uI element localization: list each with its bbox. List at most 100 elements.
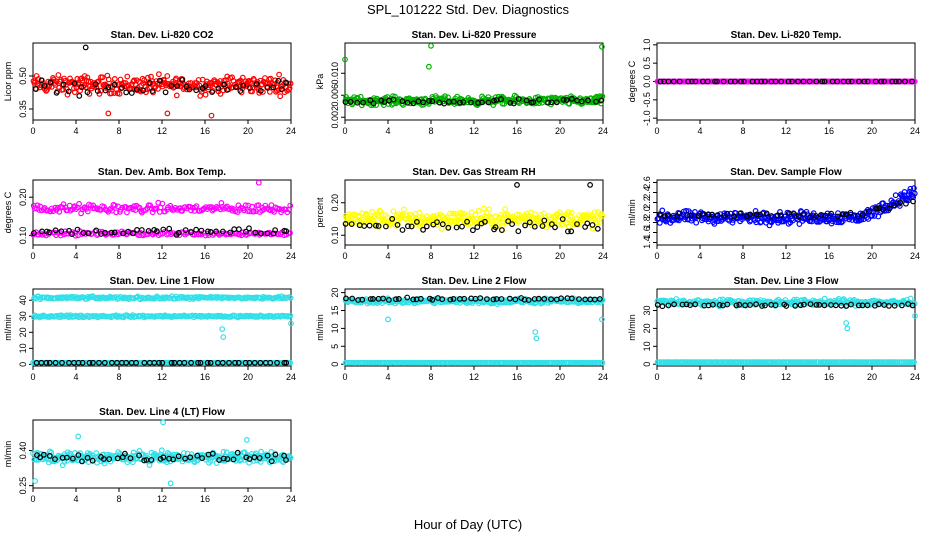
data-point (541, 296, 548, 302)
data-point (52, 81, 59, 88)
data-point (776, 359, 783, 366)
data-point (283, 359, 290, 366)
data-point (724, 301, 731, 308)
y-tick-label: 2.4 (642, 186, 652, 199)
data-point (227, 229, 234, 236)
x-tick-label: 20 (243, 372, 253, 382)
data-point (140, 87, 147, 94)
data-point (230, 456, 237, 463)
data-point (507, 295, 513, 302)
data-point (505, 218, 512, 225)
data-point (568, 209, 575, 216)
data-point (264, 452, 271, 459)
data-point (47, 79, 54, 86)
data-point (399, 227, 406, 233)
data-point (281, 359, 288, 366)
data-point (89, 457, 96, 464)
x-tick-label: 0 (30, 251, 35, 261)
x-tick-label: 16 (824, 126, 834, 136)
data-point (208, 112, 215, 119)
data-point (146, 79, 153, 86)
data-point (832, 302, 839, 309)
data-point (133, 86, 140, 93)
y-tick-label: 0.20 (330, 194, 340, 212)
data-point (889, 78, 896, 85)
panel-title: Stan. Dev. Amb. Box Temp. (98, 167, 226, 178)
x-tick-label: 24 (286, 126, 296, 136)
data-point (844, 325, 851, 332)
data-point (676, 210, 683, 217)
data-point (90, 202, 97, 209)
data-point (548, 296, 554, 303)
data-point (159, 359, 166, 366)
data-point (684, 212, 691, 219)
data-point (714, 212, 721, 219)
data-point (897, 199, 904, 206)
y-tick-label: 0.40 (18, 442, 28, 460)
x-tick-label: 8 (116, 126, 121, 136)
data-point (847, 209, 854, 216)
data-point (283, 228, 290, 235)
data-point (774, 212, 781, 219)
data-point (255, 202, 262, 209)
data-point (43, 87, 49, 94)
x-tick-label: 12 (157, 126, 167, 136)
data-point (881, 78, 887, 85)
data-point (60, 81, 67, 88)
panel-rh: Stan. Dev. Gas Stream RH 0 4 8 12 16 20 24 0.10 0… (315, 167, 608, 261)
y-tick-label: 0.50 (18, 67, 28, 85)
panel-title: Stan. Dev. Gas Stream RH (412, 167, 535, 178)
data-point (596, 216, 603, 223)
x-tick-label: 20 (243, 494, 253, 504)
data-point (441, 359, 448, 366)
data-point (539, 223, 546, 229)
data-point (105, 295, 112, 302)
data-point (84, 208, 91, 215)
data-point (359, 296, 366, 303)
data-point (92, 81, 99, 87)
panel-title: Stan. Dev. Li-820 Pressure (412, 30, 537, 41)
data-point (128, 90, 135, 96)
data-point (856, 78, 862, 85)
x-tick-label: 4 (697, 251, 702, 261)
data-point (275, 77, 282, 84)
data-point (46, 359, 53, 366)
data-point (84, 89, 91, 96)
data-point (470, 227, 476, 234)
data-point (811, 359, 818, 366)
data-point (500, 219, 507, 226)
data-point (404, 99, 411, 106)
data-point (753, 301, 759, 308)
data-point (855, 302, 862, 309)
y-tick-label: 0.25 (18, 477, 28, 495)
data-point (82, 44, 89, 51)
data-point (785, 78, 792, 85)
data-point (762, 302, 768, 309)
data-point (75, 433, 82, 440)
data-point (195, 359, 201, 366)
data-point (361, 219, 368, 226)
data-point (101, 359, 108, 366)
data-point (480, 205, 487, 212)
data-point (688, 212, 694, 219)
data-point (105, 84, 112, 91)
data-point (265, 313, 272, 320)
data-point (390, 96, 397, 103)
data-point (778, 212, 784, 219)
y-axis-label: ml/min (627, 314, 637, 341)
x-tick-label: 0 (654, 251, 659, 261)
data-point (287, 454, 294, 461)
data-point (891, 302, 898, 309)
x-tick-label: 16 (200, 251, 210, 261)
y-tick-label: 1.8 (642, 216, 652, 229)
data-point (93, 227, 100, 234)
data-point (772, 302, 779, 309)
data-point (486, 359, 493, 366)
data-point (118, 84, 125, 91)
data-point (71, 80, 78, 87)
data-point (197, 230, 204, 237)
x-tick-label: 4 (697, 372, 702, 382)
data-point (807, 301, 814, 308)
data-point (52, 456, 58, 463)
data-point (263, 451, 270, 458)
